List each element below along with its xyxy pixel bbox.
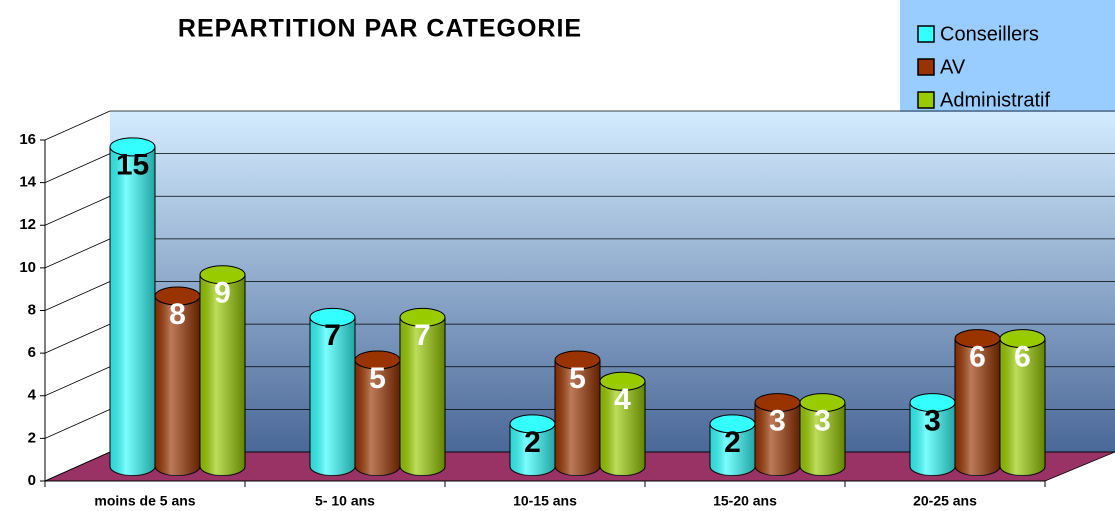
- data-label: 6: [1014, 341, 1031, 374]
- cylinder-shade: [355, 359, 400, 476]
- cylinder-shade: [310, 317, 355, 476]
- grid-line: [44, 195, 111, 226]
- cylinder-shade: [400, 317, 445, 476]
- legend-label: Administratif: [940, 89, 1050, 111]
- cylinder-shade: [755, 402, 800, 476]
- cylinder-top: [999, 329, 1046, 349]
- cylinder-shade: [510, 423, 555, 476]
- data-label: 9: [214, 277, 231, 310]
- data-label: 3: [814, 404, 831, 437]
- legend-swatch: [917, 58, 935, 76]
- cylinder-shade: [200, 274, 245, 476]
- grid-line: [44, 451, 111, 482]
- grid-line: [44, 366, 111, 397]
- legend-label: Conseillers: [940, 23, 1039, 45]
- data-label: 8: [169, 298, 186, 331]
- cylinder-top: [309, 307, 356, 327]
- grid-line: [44, 281, 111, 311]
- cylinder-shade: [110, 146, 155, 476]
- data-label: 7: [324, 319, 341, 352]
- legend-swatch: [917, 91, 935, 109]
- grid-line: [44, 323, 111, 354]
- grid-line: [44, 110, 111, 141]
- y-tick-label: 10: [19, 259, 36, 276]
- data-label: 5: [369, 362, 386, 395]
- data-label: 4: [614, 383, 631, 416]
- x-tick-label: 15-20 ans: [713, 493, 777, 509]
- y-tick-label: 2: [28, 429, 36, 446]
- cylinder-top: [109, 137, 156, 157]
- x-tick-label: 10-15 ans: [513, 493, 577, 509]
- data-label: 6: [969, 341, 986, 374]
- y-tick-label: 12: [19, 216, 36, 233]
- data-label: 2: [524, 426, 541, 459]
- legend-box: [900, 0, 1115, 112]
- y-tick-label: 6: [28, 344, 36, 361]
- cylinder-top: [199, 265, 246, 285]
- chart-title: REPARTITION PAR CATEGORIE: [178, 15, 582, 43]
- x-tick-label: moins de 5 ans: [94, 493, 195, 509]
- cylinder-shade: [800, 402, 845, 476]
- grid-line: [44, 409, 111, 439]
- legend-label: AV: [940, 56, 966, 78]
- cylinder-shade: [1000, 338, 1045, 476]
- y-tick-label: 0: [28, 472, 36, 489]
- cylinder-shade: [710, 423, 755, 476]
- cylinder-shade: [600, 381, 645, 476]
- cylinder-shade: [155, 296, 200, 476]
- y-tick-label: 4: [28, 387, 37, 404]
- y-tick-label: 16: [19, 131, 36, 148]
- grid-line: [44, 238, 111, 269]
- cylinder-top: [799, 393, 846, 413]
- y-tick-label: 14: [19, 174, 36, 191]
- cylinder-shade: [910, 402, 955, 476]
- data-label: 5: [569, 362, 586, 395]
- cylinder-shade: [555, 359, 600, 476]
- data-label: 3: [924, 404, 941, 437]
- x-tick-label: 5- 10 ans: [315, 493, 375, 509]
- cylinder-top: [554, 350, 601, 370]
- data-label: 2: [724, 426, 741, 459]
- legend-swatch: [917, 25, 935, 43]
- data-label: 7: [414, 319, 431, 352]
- data-label: 15: [116, 149, 149, 182]
- grid-line: [44, 153, 111, 183]
- cylinder-shade: [955, 338, 1001, 476]
- y-tick-label: 8: [28, 301, 36, 318]
- cylinder-top: [599, 371, 646, 391]
- data-label: 3: [769, 404, 786, 437]
- cylinder-top: [399, 307, 446, 327]
- x-tick-label: 20-25 ans: [913, 493, 977, 509]
